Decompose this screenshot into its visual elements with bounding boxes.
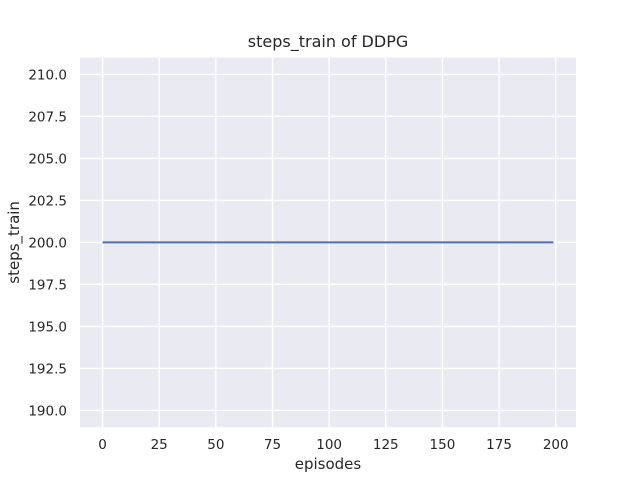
x-tick-label: 125: [373, 437, 399, 453]
x-tick-label: 175: [486, 437, 512, 453]
x-tick-label: 50: [207, 437, 224, 453]
y-tick-label: 195.0: [28, 319, 67, 335]
y-tick-label: 190.0: [28, 403, 67, 419]
x-tick-label: 100: [316, 437, 342, 453]
x-tick-label: 0: [98, 437, 107, 453]
y-axis-label: steps_train: [5, 201, 24, 284]
x-tick-labels: 0 25 50 75 100 125 150 175 200: [98, 437, 568, 453]
x-tick-label: 75: [264, 437, 281, 453]
y-tick-label: 210.0: [28, 67, 67, 83]
y-tick-labels: 190.0 192.5 195.0 197.5 200.0 202.5 205.0 207.5…: [28, 67, 67, 419]
x-tick-label: 150: [430, 437, 456, 453]
y-tick-label: 202.5: [28, 193, 67, 209]
x-tick-label: 25: [151, 437, 168, 453]
y-tick-label: 200.0: [28, 235, 67, 251]
chart-title: steps_train of DDPG: [248, 32, 408, 52]
x-axis-label: episodes: [295, 455, 362, 473]
y-tick-label: 197.5: [28, 277, 67, 293]
x-tick-label: 200: [543, 437, 569, 453]
y-tick-label: 207.5: [28, 109, 67, 125]
y-tick-label: 205.0: [28, 151, 67, 167]
y-tick-label: 192.5: [28, 361, 67, 377]
